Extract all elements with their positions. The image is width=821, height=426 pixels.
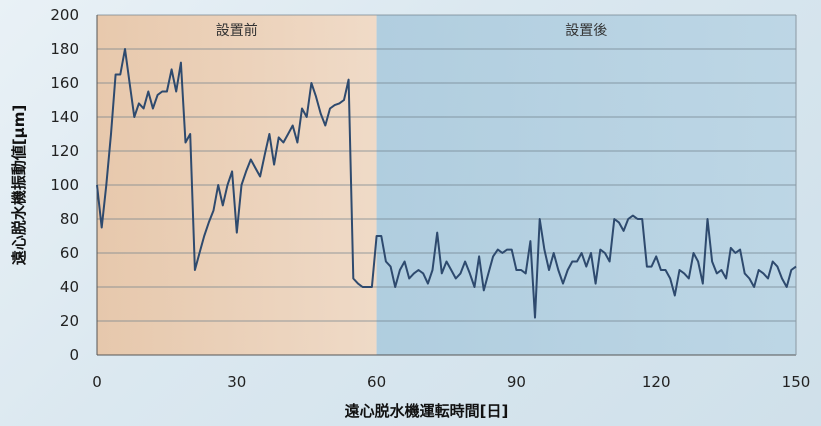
y-tick-label: 0 xyxy=(69,346,79,364)
y-tick-label: 80 xyxy=(60,210,79,228)
y-tick-label: 160 xyxy=(50,74,79,92)
y-tick-label: 60 xyxy=(60,244,79,262)
y-tick-label: 40 xyxy=(60,278,79,296)
y-tick-label: 200 xyxy=(50,6,79,24)
y-axis-title: 遠心脱水機振動値[μm] xyxy=(10,105,28,265)
region-label-after: 設置後 xyxy=(565,23,607,39)
series-group xyxy=(96,48,797,319)
labels-group: 0 20 40 60 80 100 120 140 160 180 200 0 30 60 90 120 150… xyxy=(10,6,810,420)
y-tick-label: 100 xyxy=(50,176,79,194)
x-tick-label: 0 xyxy=(92,373,102,391)
x-tick-label: 30 xyxy=(227,373,246,391)
series-line-0 xyxy=(96,48,797,319)
x-tick-label: 120 xyxy=(642,373,671,391)
gridlines xyxy=(97,14,796,356)
x-axis-title: 遠心脱水機運転時間[日] xyxy=(345,402,509,420)
x-tick-label: 150 xyxy=(782,373,811,391)
y-tick-label: 180 xyxy=(50,40,79,58)
y-tick-label: 120 xyxy=(50,142,79,160)
x-tick-label: 90 xyxy=(507,373,526,391)
x-tick-label: 60 xyxy=(367,373,386,391)
y-tick-label: 140 xyxy=(50,108,79,126)
y-tick-label: 20 xyxy=(60,312,79,330)
region-label-before: 設置前 xyxy=(216,22,258,39)
